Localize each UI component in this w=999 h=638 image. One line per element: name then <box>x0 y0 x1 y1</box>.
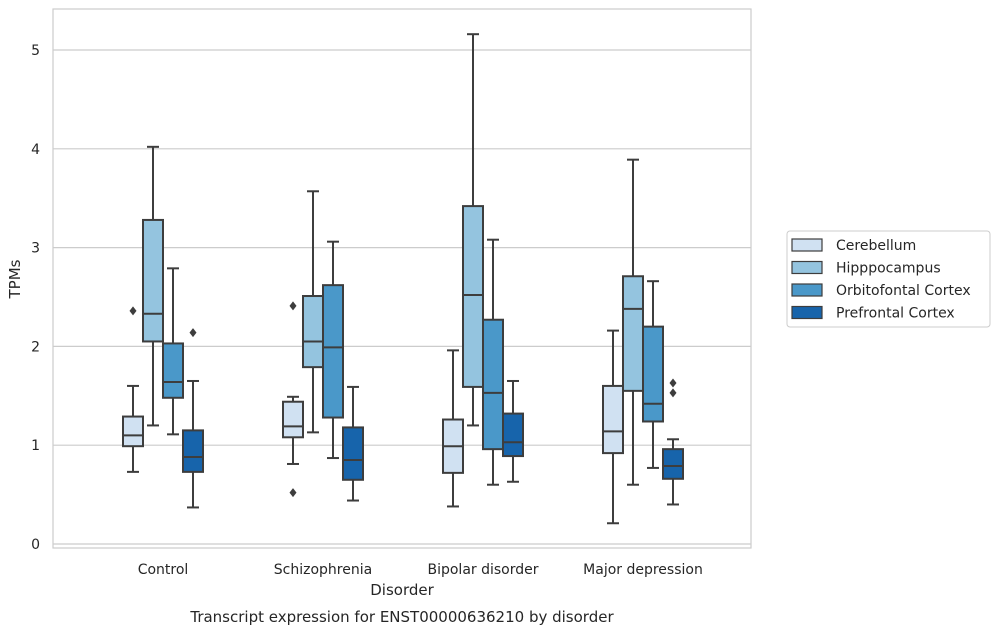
y-tick-label: 5 <box>31 43 40 59</box>
box-orbitofontal-cortex <box>482 238 504 486</box>
y-axis-label: TPMs <box>6 259 24 299</box>
plot-frame <box>52 8 752 549</box>
box-prefrontal-cortex <box>662 378 684 506</box>
y-tick-label: 1 <box>31 438 40 454</box>
outlier-point <box>129 306 137 316</box>
box-prefrontal-cortex <box>342 385 364 502</box>
legend-label: Orbitofontal Cortex <box>836 283 971 299</box>
legend-label: Cerebellum <box>836 238 916 254</box>
x-tick-label: Schizophrenia <box>274 562 372 578</box>
outlier-point <box>669 388 677 398</box>
x-axis-label: Disorder <box>370 581 434 599</box>
x-tick-labels: Control Schizophrenia Bipolar disorder Majo… <box>138 562 703 578</box>
box-iqr <box>162 342 184 399</box>
box-orbitofontal-cortex <box>642 280 664 469</box>
boxes <box>122 33 684 525</box>
box-iqr <box>142 218 164 343</box>
legend-swatch <box>791 305 823 320</box>
outlier-point <box>189 328 197 338</box>
box-iqr <box>502 412 524 458</box>
box-iqr <box>282 400 304 439</box>
legend-label: Hipppocampus <box>836 261 941 277</box>
legend-swatch <box>791 283 823 297</box>
legend-swatch <box>791 238 823 252</box>
box-iqr <box>622 275 644 392</box>
outlier-point <box>289 488 297 498</box>
box-hipppocampus <box>462 33 484 427</box>
box-cerebellum <box>282 301 304 498</box>
legend-frame <box>786 230 991 328</box>
y-tick-label: 2 <box>31 339 40 355</box>
chart-title: Transcript expression for ENST0000063621… <box>189 608 614 626</box>
box-iqr <box>322 284 344 419</box>
legend-swatch <box>791 260 823 275</box>
box-iqr <box>662 448 684 480</box>
box-hipppocampus <box>142 145 164 427</box>
y-tick-label: 3 <box>31 241 40 257</box>
box-iqr <box>302 295 324 369</box>
legend-items: Cerebellum Hipppocampus Orbitofontal Corte… <box>791 238 971 322</box>
x-tick-label: Control <box>138 562 189 578</box>
y-tick-label: 0 <box>31 537 40 553</box>
box-iqr <box>602 384 624 455</box>
box-prefrontal-cortex <box>502 379 524 483</box>
box-iqr <box>482 318 504 451</box>
box-iqr <box>122 415 144 448</box>
box-iqr <box>642 325 664 423</box>
box-hipppocampus <box>622 158 644 486</box>
box-cerebellum <box>442 349 464 508</box>
outlier-point <box>289 301 297 311</box>
y-tick-labels: 0 1 2 3 4 5 <box>31 43 40 553</box>
legend-label: Prefrontal Cortex <box>836 306 955 322</box>
legend: Cerebellum Hipppocampus Orbitofontal Corte… <box>786 230 991 328</box>
box-iqr <box>462 205 484 388</box>
box-iqr <box>182 429 204 473</box>
box-cerebellum <box>602 329 624 525</box>
box-orbitofontal-cortex <box>162 267 184 436</box>
box-iqr <box>342 426 364 481</box>
box-prefrontal-cortex <box>182 328 204 509</box>
outlier-point <box>669 378 677 388</box>
box-orbitofontal-cortex <box>322 240 344 460</box>
x-tick-label: Major depression <box>583 562 703 578</box>
box-cerebellum <box>122 306 144 473</box>
x-tick-label: Bipolar disorder <box>427 562 538 578</box>
y-tick-label: 4 <box>31 142 40 158</box>
